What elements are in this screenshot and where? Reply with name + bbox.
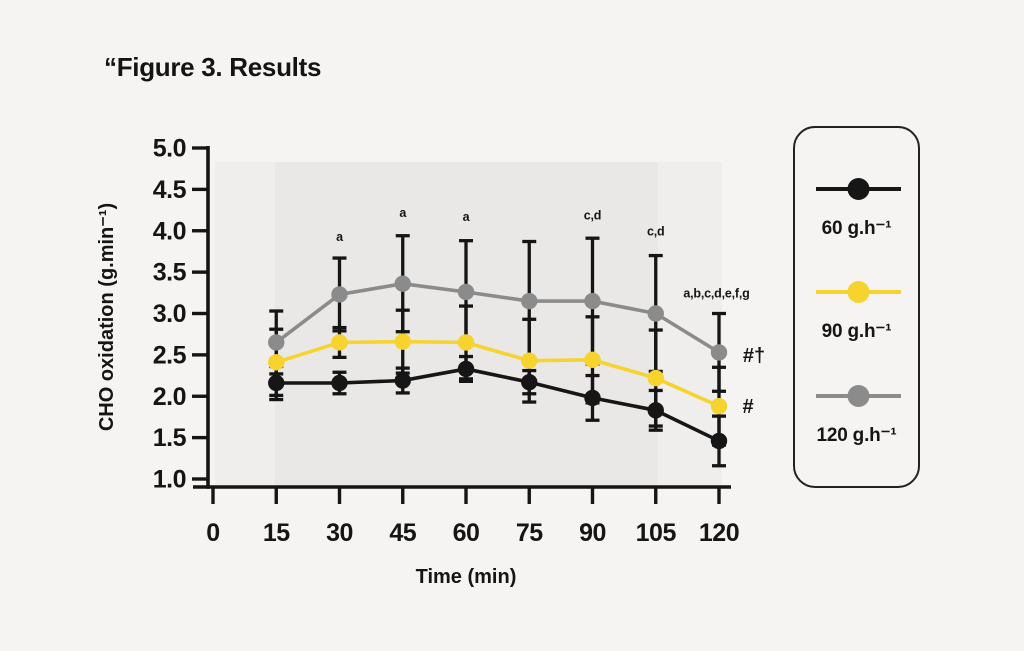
significance-annotation: c,d: [584, 209, 601, 223]
significance-annotation: a: [463, 210, 471, 224]
data-point-120-gh: [521, 292, 538, 310]
y-tick-label: 2.0: [153, 383, 186, 411]
y-tick-label: 4.5: [153, 176, 187, 204]
data-point-120-gh: [457, 283, 475, 301]
legend-label-120-gh: 120 g.h⁻¹: [816, 425, 897, 446]
legend-entry-90-gh: 90 g.h⁻¹: [795, 277, 918, 372]
x-axis-title: Time (min): [416, 566, 517, 588]
data-point-90-gh: [268, 354, 285, 371]
x-tick-label: 90: [579, 519, 606, 547]
data-point-60-gh: [521, 373, 538, 391]
data-point-90-gh: [394, 333, 411, 350]
x-tick-label: 45: [389, 519, 416, 547]
figure-title: “Figure 3. Results: [104, 52, 322, 82]
series-line-60-gh: [274, 367, 721, 443]
y-tick-label: 5.0: [153, 135, 186, 163]
data-point-90-gh: [584, 351, 601, 369]
significance-annotation: #: [743, 396, 754, 418]
x-tick-label: 60: [453, 519, 480, 547]
y-tick-label: 2.5: [153, 341, 187, 369]
significance-annotation: a: [399, 206, 407, 220]
data-point-90-gh: [521, 352, 538, 369]
significance-annotation: c,d: [647, 224, 664, 238]
data-point-120-gh: [268, 334, 285, 351]
x-tick-label: 30: [326, 519, 353, 547]
legend-label-60-gh: 60 g.h⁻¹: [821, 218, 892, 239]
legend-entry-60-gh: 60 g.h⁻¹: [795, 174, 918, 269]
y-tick-label: 1.5: [153, 424, 187, 452]
legend-box: 60 g.h⁻¹ 90 g.h⁻¹ 120 g.h⁻¹: [793, 126, 920, 488]
legend-marker-120-gh-icon: [816, 385, 901, 407]
data-point-120-gh: [710, 344, 728, 361]
legend-label-90-gh: 90 g.h⁻¹: [821, 321, 892, 342]
data-point-60-gh: [647, 402, 664, 419]
significance-annotation: #†: [743, 345, 765, 367]
data-point-120-gh: [394, 275, 411, 292]
data-point-60-gh: [584, 389, 601, 407]
x-tick-label: 0: [206, 519, 219, 547]
significance-annotation: a: [336, 230, 344, 244]
data-point-60-gh: [394, 372, 411, 389]
x-tick-label: 15: [263, 519, 290, 547]
data-point-90-gh: [710, 397, 728, 415]
y-tick-label: 1.0: [153, 466, 186, 494]
legend-entry-120-gh: 120 g.h⁻¹: [795, 381, 918, 476]
y-tick-label: 3.5: [153, 259, 187, 287]
y-tick-label: 3.0: [153, 300, 186, 328]
y-tick-label: 4.0: [153, 217, 186, 245]
series-line-90-gh: [274, 339, 721, 408]
legend-marker-60-gh-icon: [816, 178, 901, 200]
x-tick-label: 75: [516, 519, 543, 547]
data-point-90-gh: [331, 334, 348, 351]
data-point-60-gh: [457, 360, 475, 378]
series-line-120-gh: [274, 281, 721, 355]
y-axis-title: CHO oxidation (g.min⁻¹): [96, 203, 118, 431]
data-point-120-gh: [584, 292, 601, 310]
data-point-120-gh: [647, 305, 664, 322]
data-point-90-gh: [457, 334, 475, 351]
significance-annotation: a,b,c,d,e,f,g: [683, 286, 749, 300]
data-point-60-gh: [331, 374, 348, 392]
legend-marker-90-gh-icon: [816, 281, 901, 303]
x-tick-label: 120: [699, 519, 739, 547]
x-tick-label: 105: [636, 519, 677, 547]
data-point-60-gh: [268, 374, 285, 392]
data-point-60-gh: [710, 432, 728, 450]
data-point-90-gh: [647, 369, 664, 387]
data-point-120-gh: [331, 286, 348, 303]
